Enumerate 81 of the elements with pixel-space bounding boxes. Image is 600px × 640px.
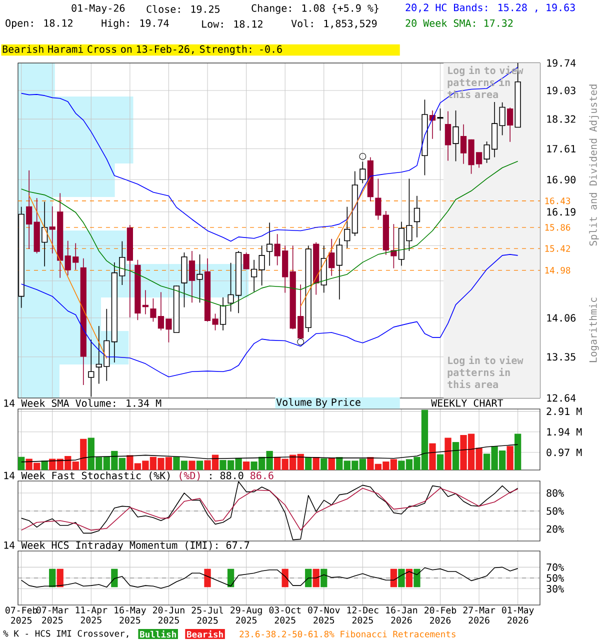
x-tick-label: 07-Nov 2025 <box>308 606 340 624</box>
candlestick <box>243 252 250 270</box>
y-tick-label: 17.61 <box>547 144 576 153</box>
y-tick-label: 18.32 <box>547 115 576 123</box>
annotation: Log in to view patterns in this area <box>448 356 524 388</box>
text: Low: 18.12 <box>202 20 262 28</box>
x-tick-label: 11-Apr 2025 <box>76 606 108 624</box>
y-tick-label: 30% <box>546 585 564 593</box>
y-tick-label: 0.97 M <box>546 448 582 456</box>
text: 86.6 <box>250 472 274 480</box>
y-tick-label: 20% <box>546 525 564 533</box>
x-tick-label: 20-Feb 2026 <box>424 606 456 624</box>
y-tick-label: 80% <box>546 489 564 497</box>
y-tick-label: 50% <box>546 507 564 515</box>
legend-title: % K - HCS IMI Crossover, <box>3 630 128 638</box>
x-tick-label: 07-Mar 2025 <box>36 606 68 624</box>
y-tick-label: 19.74 <box>547 59 576 67</box>
candlestick <box>266 222 273 266</box>
text: Logarithmic <box>589 298 599 362</box>
candlestick <box>188 250 196 304</box>
text: Open: 18.12 <box>6 19 72 29</box>
candlestick <box>328 238 335 276</box>
y-tick-label: 2.91 M <box>546 408 582 416</box>
candlestick <box>437 108 444 132</box>
series-label: (%K) <box>150 472 170 480</box>
candlestick <box>42 201 48 267</box>
ref-line-label: 15.86 <box>545 224 570 231</box>
text: 20,2 HC Bands: 15.28 , 19.63 <box>406 4 575 12</box>
candlestick <box>344 206 350 248</box>
text: Bearish <box>187 630 223 638</box>
y-tick-label: 14.06 <box>547 314 576 322</box>
text: 20 Week SMA: 17.32 <box>406 19 513 27</box>
candlestick <box>251 259 258 292</box>
chart-title: Bearish Harami Cross on 13-Feb-26, Strength: -0.6 <box>2 45 282 55</box>
y-tick-label: 16.90 <box>547 176 576 184</box>
candlestick <box>414 195 420 238</box>
chart-title: 14 Week SMA Volume: 1.34 M <box>4 399 162 407</box>
candlestick <box>452 110 459 162</box>
y-tick-label: 19.03 <box>547 86 576 94</box>
candlestick <box>258 245 265 286</box>
y-tick-label: 13.35 <box>547 353 576 361</box>
text: Close: 19.25 <box>146 5 220 13</box>
text: Vol: 1,853,529 <box>291 19 377 29</box>
y-tick-label: 1.94 M <box>547 428 582 436</box>
series-label: (%D) <box>180 472 200 480</box>
text: WEEKLY CHART <box>431 399 504 407</box>
x-tick-label: 27-Mar 2026 <box>463 606 496 624</box>
x-tick-label: 16-May 2025 <box>114 606 146 624</box>
x-tick-label: 01-May 2026 <box>502 606 534 624</box>
ref-line-label: 16.43 <box>545 198 570 204</box>
y-axis-title: Split and Dividend Adjusted <box>589 84 599 246</box>
y-tick-label: 50% <box>546 574 564 582</box>
y-tick-label: 16.19 <box>547 208 576 216</box>
ref-line-label: 14.98 <box>545 266 570 274</box>
y-tick-label: 12.64 <box>547 394 576 402</box>
ref-line-label: 15.42 <box>545 245 570 252</box>
candlestick <box>444 110 452 162</box>
candlestick <box>196 254 203 304</box>
x-tick-label: 03-Oct 2025 <box>269 606 301 624</box>
candlestick <box>220 296 226 331</box>
text: High: 19.74 <box>102 19 169 29</box>
x-tick-label: 25-Jul 2025 <box>192 606 224 624</box>
x-tick-label: 20-Jun 2025 <box>153 606 184 624</box>
text: Volume By Price <box>276 398 360 408</box>
y-tick-label: 70% <box>546 563 564 571</box>
x-tick-label: 12-Dec 2025 <box>347 606 378 624</box>
chart-title: 14 Week HCS Intraday Momentum (IMI): 67.7 <box>4 541 250 551</box>
line-series <box>20 444 518 462</box>
x-tick-label: 16-Jan 2026 <box>386 606 418 624</box>
text: 23.6-38.2-50-61.8% Fibonacci Retracements <box>240 630 456 638</box>
candlestick <box>375 178 382 220</box>
x-tick-label: 07-Feb 2025 <box>6 606 38 624</box>
candlestick <box>336 238 342 300</box>
chart-title: 14 Week Fast Stochastic <box>4 472 141 480</box>
text: : 88.0 <box>210 472 244 480</box>
text: Bullish <box>140 630 176 638</box>
x-tick-label: 29-Aug 2025 <box>230 606 262 624</box>
candlestick <box>26 170 32 250</box>
candlestick <box>507 107 514 142</box>
text: 01-May-26 <box>72 4 125 14</box>
text: Change: 1.08 {+5.9 %} <box>252 4 378 14</box>
